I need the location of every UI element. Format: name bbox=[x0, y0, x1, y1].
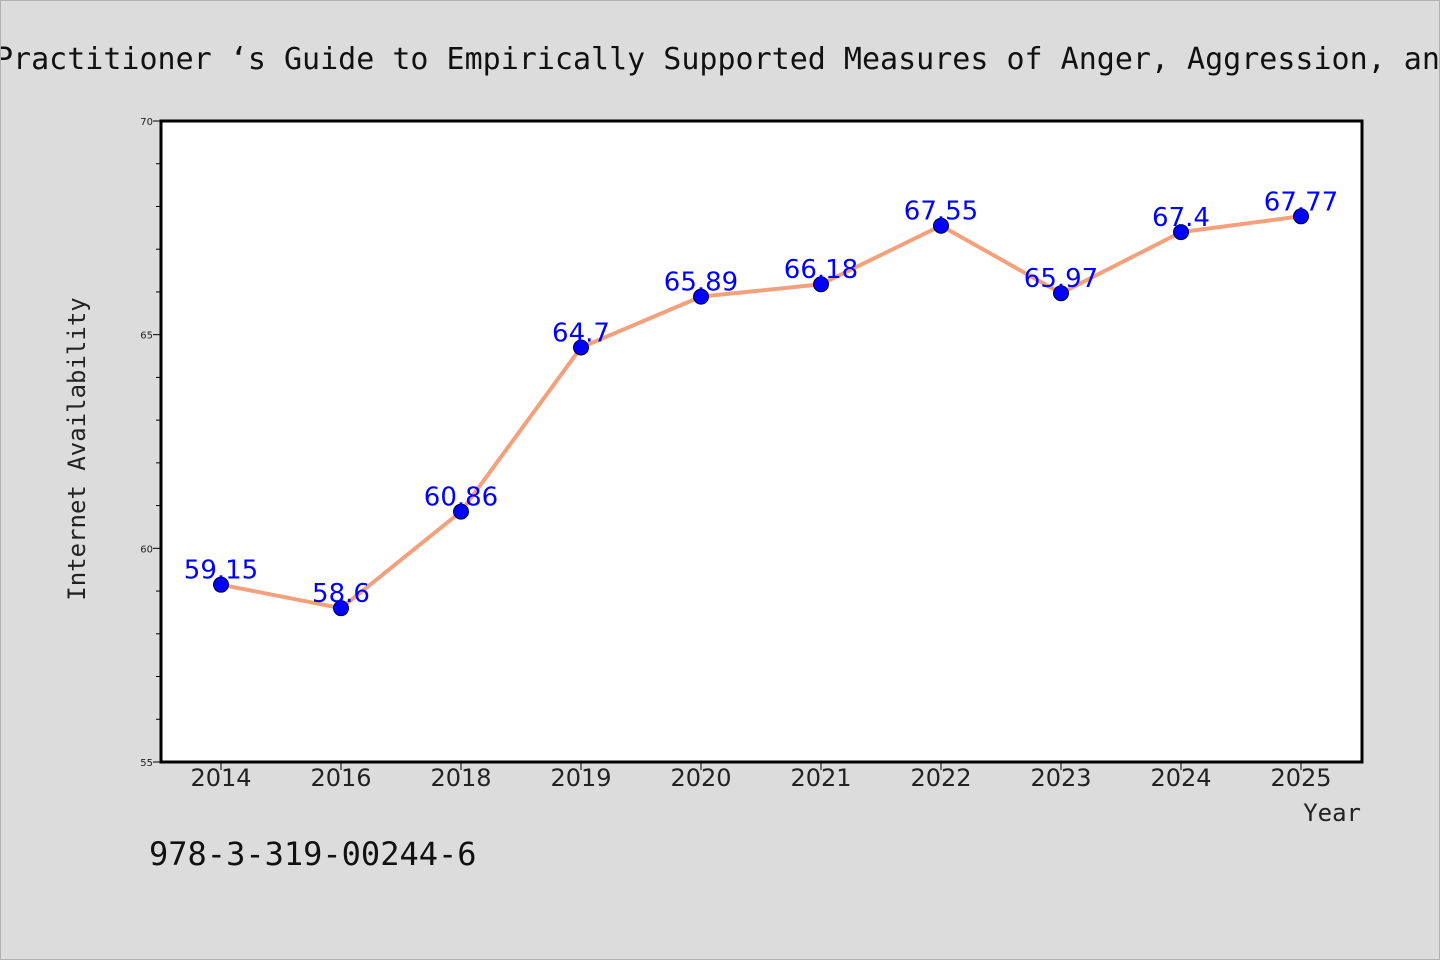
data-point bbox=[213, 576, 229, 593]
data-label: 66.18 bbox=[784, 255, 858, 285]
x-tick-label: 2020 bbox=[670, 764, 731, 792]
chart-title: Practitioner ‘s Guide to Empirically Sup… bbox=[1, 42, 1440, 77]
series-line-group bbox=[219, 214, 1303, 611]
data-label: 65.97 bbox=[1024, 264, 1098, 294]
x-axis-ticks: 2014 2016 2018 2019 2020 2021 2022 2023 2024 2025 bbox=[190, 762, 1332, 792]
data-point bbox=[693, 288, 709, 305]
data-label: 67.55 bbox=[904, 197, 978, 227]
data-label: 67.77 bbox=[1264, 187, 1338, 217]
y-axis-ticks: 55 60 65 70 bbox=[140, 117, 161, 769]
x-tick-label: 2019 bbox=[550, 764, 611, 792]
y-tick-label: 60 bbox=[140, 544, 153, 555]
data-point bbox=[453, 503, 469, 520]
y-axis-label: Internet Availability bbox=[63, 297, 91, 600]
data-point bbox=[1293, 208, 1309, 225]
data-point bbox=[573, 339, 589, 356]
y-tick-label: 70 bbox=[140, 117, 153, 128]
x-tick-label: 2024 bbox=[1150, 764, 1211, 792]
data-point bbox=[813, 276, 829, 293]
x-tick-label: 2021 bbox=[790, 764, 851, 792]
y-tick-label: 55 bbox=[140, 758, 153, 769]
data-label: 58.6 bbox=[312, 579, 370, 609]
data-point bbox=[1173, 224, 1189, 241]
series-line bbox=[219, 214, 1303, 611]
data-markers bbox=[213, 208, 1309, 617]
isbn-footnote: 978-3-319-00244-6 bbox=[149, 835, 477, 873]
data-label: 67.4 bbox=[1152, 203, 1210, 233]
y-tick-label: 65 bbox=[140, 331, 153, 342]
data-point bbox=[1053, 285, 1069, 302]
data-label: 64.7 bbox=[552, 318, 610, 348]
data-labels: 59.15 58.6 60.86 64.7 65.89 66.18 67.55 65.97 67… bbox=[184, 187, 1338, 609]
x-tick-label: 2022 bbox=[910, 764, 971, 792]
x-axis-label: Year bbox=[1303, 799, 1361, 827]
x-tick-label: 2016 bbox=[310, 764, 371, 792]
x-tick-label: 2023 bbox=[1030, 764, 1091, 792]
data-label: 65.89 bbox=[664, 268, 738, 298]
data-label: 60.86 bbox=[424, 483, 498, 513]
x-tick-label: 2018 bbox=[430, 764, 491, 792]
x-tick-label: 2014 bbox=[190, 764, 251, 792]
data-point bbox=[333, 600, 349, 617]
data-label: 59.15 bbox=[184, 556, 258, 586]
plot-area bbox=[159, 119, 1364, 764]
data-point bbox=[933, 217, 949, 234]
x-tick-label: 2025 bbox=[1270, 764, 1331, 792]
